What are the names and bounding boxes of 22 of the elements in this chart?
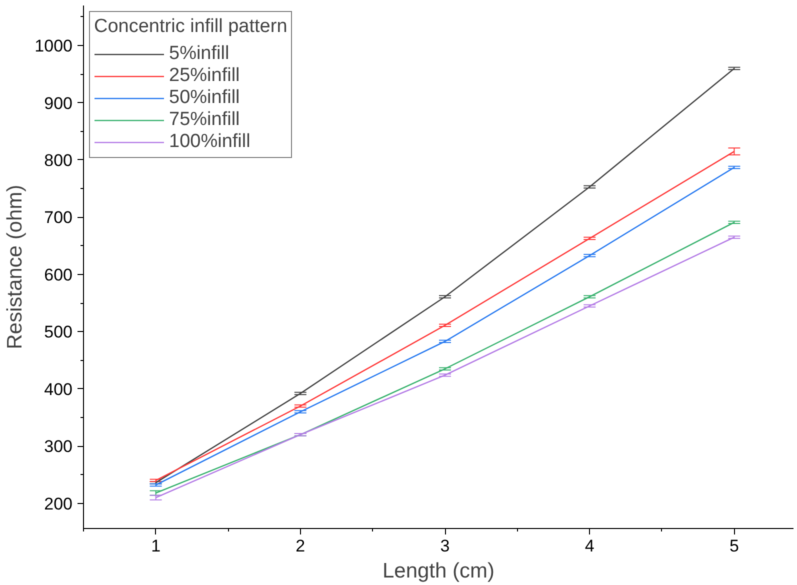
y-tick-label: 300	[44, 437, 73, 456]
x-tick-label: 1	[151, 536, 161, 556]
legend-label: 100%infill	[169, 131, 250, 153]
x-tick-label: 5	[729, 536, 739, 556]
y-tick-label: 400	[44, 380, 73, 399]
y-tick-label: 800	[44, 150, 73, 170]
y-tick-label: 700	[44, 208, 73, 228]
legend-label: 50%infill	[169, 87, 240, 109]
legend-title: Concentric infill pattern	[94, 16, 288, 38]
x-axis-title: Length (cm)	[382, 560, 495, 582]
legend-label: 75%infill	[169, 109, 240, 131]
y-tick-label: 600	[44, 265, 73, 284]
x-tick-label: 2	[296, 536, 306, 556]
y-tick-label: 200	[44, 494, 73, 514]
legend-label: 25%infill	[169, 65, 240, 87]
y-tick-label: 900	[44, 94, 73, 113]
x-tick-label: 3	[440, 536, 450, 556]
y-axis-title: Resistance (ohm)	[4, 184, 27, 350]
y-tick-label: 1000	[34, 36, 73, 56]
x-tick-label: 4	[584, 536, 594, 556]
legend-label: 5%infill	[169, 43, 230, 65]
y-tick-label: 500	[44, 322, 73, 342]
